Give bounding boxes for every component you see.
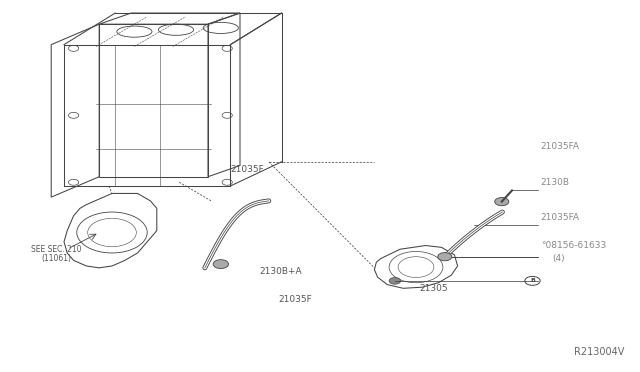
Circle shape — [438, 253, 452, 261]
Text: (4): (4) — [552, 254, 565, 263]
Circle shape — [389, 278, 401, 284]
Circle shape — [495, 198, 509, 206]
Text: °08156-61633: °08156-61633 — [541, 241, 606, 250]
Text: 21035F: 21035F — [278, 295, 312, 304]
Text: 21035FA: 21035FA — [541, 142, 580, 151]
Text: 21305: 21305 — [419, 284, 448, 293]
Text: (11061): (11061) — [42, 254, 72, 263]
Text: 2130B: 2130B — [541, 178, 570, 187]
Text: 2130B+A: 2130B+A — [259, 267, 302, 276]
Text: R213004V: R213004V — [573, 347, 624, 357]
Text: 21035F: 21035F — [230, 165, 264, 174]
Text: B: B — [530, 278, 535, 283]
Text: 21035FA: 21035FA — [541, 213, 580, 222]
Text: SEE SEC. 210: SEE SEC. 210 — [31, 245, 81, 254]
Circle shape — [213, 260, 228, 269]
